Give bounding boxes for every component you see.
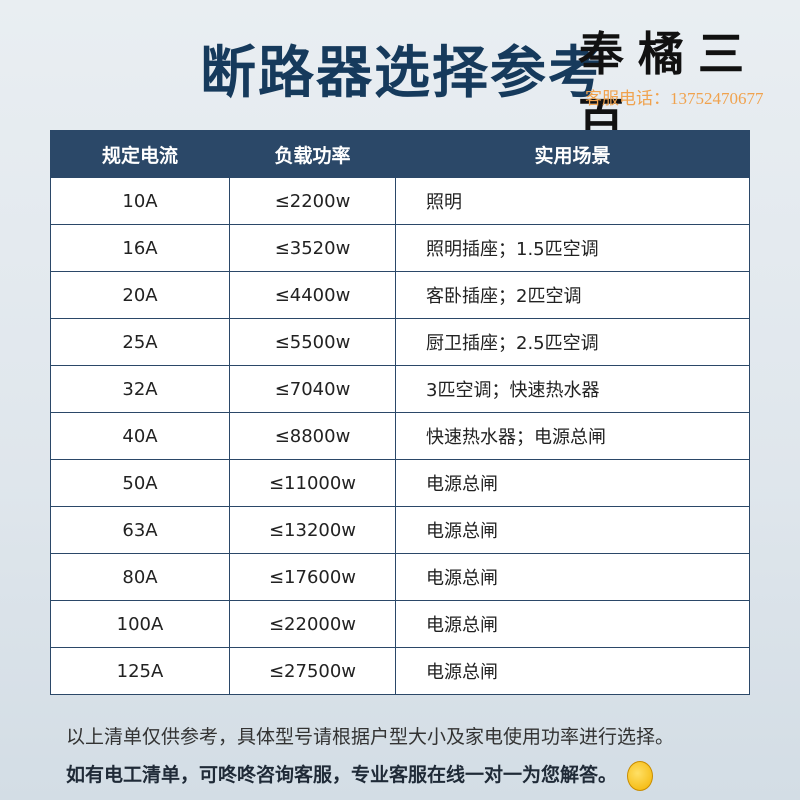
contact-note: 如有电工清单，可咚咚咨询客服，专业客服在线一对一为您解答。	[66, 760, 654, 791]
use-scenario: 电源总闸	[395, 600, 750, 648]
table-row: 25A ≤5500w 厨卫插座；2.5匹空调	[50, 318, 750, 366]
use-scenario: 快速热水器；电源总闸	[395, 412, 750, 460]
rated-current: 10A	[50, 177, 230, 225]
use-scenario: 电源总闸	[395, 553, 750, 601]
table-row: 125A ≤27500w 电源总闸	[50, 647, 750, 695]
page-title: 断路器选择参考	[200, 41, 606, 106]
use-scenario: 照明插座；1.5匹空调	[395, 224, 750, 272]
breaker-table: 规定电流 负载功率 实用场景 10A ≤2200w 照明 16A ≤3520w 照明插座；…	[50, 130, 750, 695]
disclaimer-note: 以上清单仅供参考，具体型号请根据户型大小及家电使用功率进行选择。	[66, 726, 675, 748]
load-power: ≤13200w	[229, 506, 396, 554]
load-power: ≤4400w	[229, 271, 396, 319]
load-power: ≤11000w	[229, 459, 396, 507]
rated-current: 80A	[50, 553, 230, 601]
table-row: 80A ≤17600w 电源总闸	[50, 553, 750, 601]
load-power: ≤5500w	[229, 318, 396, 366]
load-power: ≤3520w	[229, 224, 396, 272]
rated-current: 50A	[50, 459, 230, 507]
contact-text: 如有电工清单，可咚咚咨询客服，专业客服在线一对一为您解答。	[66, 764, 618, 786]
table-row: 16A ≤3520w 照明插座；1.5匹空调	[50, 224, 750, 272]
header-current: 规定电流	[50, 130, 230, 178]
load-power: ≤7040w	[229, 365, 396, 413]
use-scenario: 电源总闸	[395, 647, 750, 695]
table-row: 20A ≤4400w 客卧插座；2匹空调	[50, 271, 750, 319]
load-power: ≤8800w	[229, 412, 396, 460]
use-scenario: 照明	[395, 177, 750, 225]
rated-current: 16A	[50, 224, 230, 272]
table-header: 规定电流 负载功率 实用场景	[50, 130, 750, 178]
table-row: 63A ≤13200w 电源总闸	[50, 506, 750, 554]
rated-current: 25A	[50, 318, 230, 366]
load-power: ≤22000w	[229, 600, 396, 648]
rated-current: 100A	[50, 600, 230, 648]
header-scenario: 实用场景	[395, 130, 750, 178]
use-scenario: 厨卫插座；2.5匹空调	[395, 318, 750, 366]
rated-current: 125A	[50, 647, 230, 695]
use-scenario: 电源总闸	[395, 506, 750, 554]
table-row: 100A ≤22000w 电源总闸	[50, 600, 750, 648]
bell-icon[interactable]	[627, 760, 654, 791]
service-phone: 客服电话：13752470677	[585, 89, 764, 108]
load-power: ≤27500w	[229, 647, 396, 695]
table-row: 32A ≤7040w 3匹空调；快速热水器	[50, 365, 750, 413]
rated-current: 63A	[50, 506, 230, 554]
rated-current: 40A	[50, 412, 230, 460]
rated-current: 20A	[50, 271, 230, 319]
load-power: ≤17600w	[229, 553, 396, 601]
load-power: ≤2200w	[229, 177, 396, 225]
use-scenario: 电源总闸	[395, 459, 750, 507]
use-scenario: 3匹空调；快速热水器	[395, 365, 750, 413]
rated-current: 32A	[50, 365, 230, 413]
header-power: 负载功率	[229, 130, 396, 178]
table-row: 40A ≤8800w 快速热水器；电源总闸	[50, 412, 750, 460]
table-row: 50A ≤11000w 电源总闸	[50, 459, 750, 507]
use-scenario: 客卧插座；2匹空调	[395, 271, 750, 319]
table-row: 10A ≤2200w 照明	[50, 177, 750, 225]
brand-logo: 奉橘三百	[578, 27, 758, 147]
